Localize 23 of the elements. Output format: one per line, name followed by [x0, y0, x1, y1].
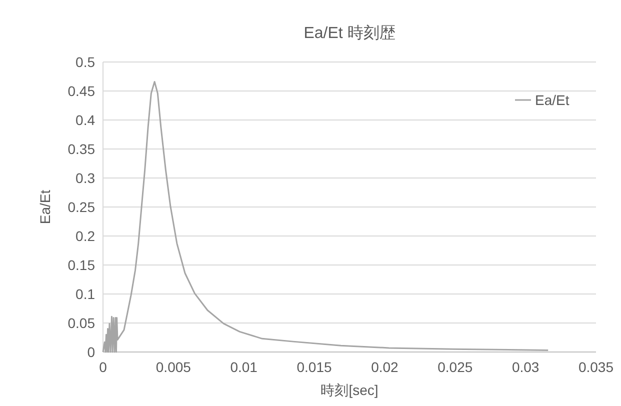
x-tick-label: 0.035	[578, 359, 614, 375]
x-tick-label: 0	[99, 359, 108, 375]
y-tick-label: 0.3	[76, 170, 96, 186]
y-tick-label: 0.2	[76, 228, 96, 244]
y-tick-label: 0.5	[76, 54, 96, 70]
y-tick-label: 0.4	[76, 112, 96, 128]
y-tick-label: 0	[87, 344, 96, 360]
x-tick-label: 0.005	[156, 359, 192, 375]
y-tick-label: 0.35	[68, 141, 96, 157]
chart-title: Ea/Et 時刻歴	[304, 24, 396, 42]
y-tick-label: 0.25	[68, 199, 96, 215]
y-tick-label: 0.45	[68, 83, 96, 99]
x-tick-label: 0.02	[371, 359, 399, 375]
y-tick-label: 0.15	[68, 257, 96, 273]
y-tick-label: 0.1	[76, 286, 96, 302]
x-tick-label: 0.015	[296, 359, 332, 375]
x-tick-label: 0.03	[512, 359, 540, 375]
y-tick-label: 0.05	[68, 315, 96, 331]
legend-label: Ea/Et	[535, 92, 570, 108]
x-tick-label: 0.01	[230, 359, 258, 375]
y-axis-title: Ea/Et	[37, 190, 53, 224]
x-axis-title: 時刻[sec]	[320, 382, 378, 398]
x-tick-label: 0.025	[438, 359, 473, 375]
